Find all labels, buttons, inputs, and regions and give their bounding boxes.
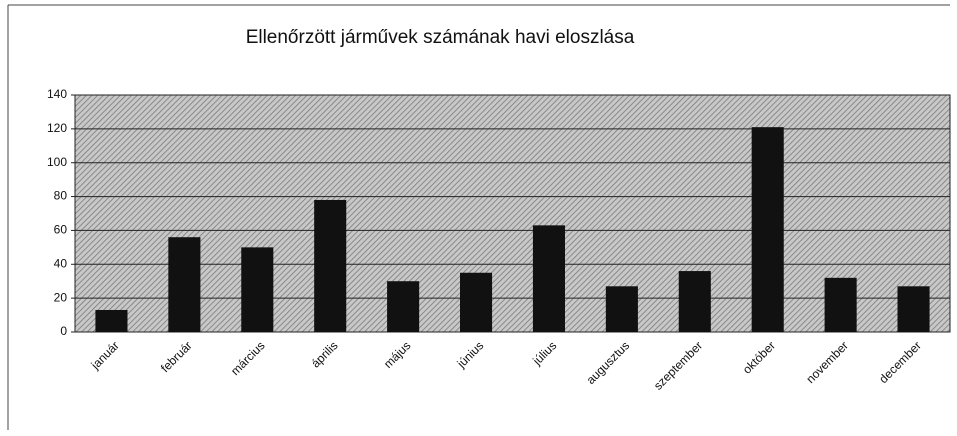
y-tick-label: 80 bbox=[54, 189, 68, 203]
plot-area bbox=[74, 94, 951, 333]
bar bbox=[460, 272, 493, 332]
y-tick-label: 40 bbox=[54, 256, 68, 270]
bar bbox=[314, 199, 347, 332]
x-tick-label: november bbox=[803, 338, 851, 386]
bar bbox=[824, 277, 857, 332]
x-tick-label: május bbox=[381, 338, 414, 371]
bar bbox=[387, 281, 420, 332]
bar bbox=[897, 286, 930, 332]
bar bbox=[95, 309, 128, 332]
x-tick-label: december bbox=[876, 338, 924, 386]
y-tick-label: 0 bbox=[60, 324, 67, 338]
bar bbox=[168, 237, 201, 332]
x-tick-label: augusztus bbox=[584, 338, 633, 387]
bar bbox=[751, 127, 784, 333]
x-tick-label: szeptember bbox=[651, 338, 705, 392]
y-tick-label: 140 bbox=[47, 87, 67, 101]
y-tick-label: 120 bbox=[47, 121, 67, 135]
x-tick-label: január bbox=[88, 338, 122, 372]
x-tick-label: október bbox=[740, 338, 778, 376]
bar bbox=[241, 247, 274, 332]
bar bbox=[605, 286, 638, 332]
y-tick-label: 60 bbox=[54, 223, 68, 237]
x-tick-label: február bbox=[158, 338, 195, 375]
x-tick-label: március bbox=[228, 338, 268, 378]
x-tick-label: június bbox=[454, 338, 487, 371]
chart-title: Ellenőrzött járművek számának havi elosz… bbox=[246, 27, 635, 48]
bar bbox=[678, 271, 711, 332]
x-tick-label: július bbox=[529, 338, 559, 368]
y-tick-label: 100 bbox=[47, 155, 67, 169]
bar bbox=[532, 225, 565, 332]
x-tick-label: április bbox=[309, 338, 341, 370]
y-tick-label: 20 bbox=[54, 290, 68, 304]
